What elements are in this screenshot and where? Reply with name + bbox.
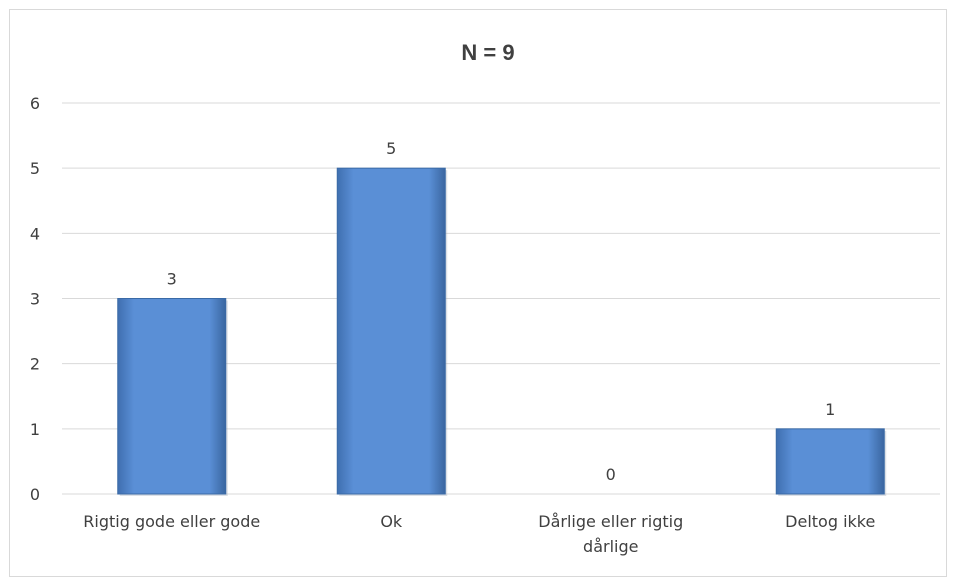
y-tick-label: 1 xyxy=(30,420,40,439)
data-labels: 3 5 0 1 xyxy=(167,139,836,484)
y-tick-label: 3 xyxy=(30,290,40,309)
x-axis-categories: Rigtig gode eller gode Ok Dårlige eller ri… xyxy=(83,512,875,556)
x-category-label: Rigtig gode eller gode xyxy=(83,512,260,531)
y-tick-label: 0 xyxy=(30,485,40,504)
bars xyxy=(117,167,887,496)
x-category-label: Deltog ikke xyxy=(785,512,875,531)
y-tick-label: 6 xyxy=(30,94,40,113)
y-tick-label: 5 xyxy=(30,159,40,178)
data-label: 3 xyxy=(167,270,177,289)
bar xyxy=(117,298,227,495)
bar xyxy=(336,167,446,495)
y-tick-label: 4 xyxy=(30,224,40,243)
bar xyxy=(775,428,885,495)
y-tick-label: 2 xyxy=(30,355,40,374)
chart-title: N = 9 xyxy=(461,40,514,65)
y-axis-ticks: 0 1 2 3 4 5 6 xyxy=(30,94,40,504)
data-label: 1 xyxy=(825,400,835,419)
x-category-label: Ok xyxy=(380,512,403,531)
x-category-label: Dårlige eller rigtig dårlige xyxy=(538,512,683,556)
data-label: 0 xyxy=(606,465,616,484)
data-label: 5 xyxy=(386,139,396,158)
